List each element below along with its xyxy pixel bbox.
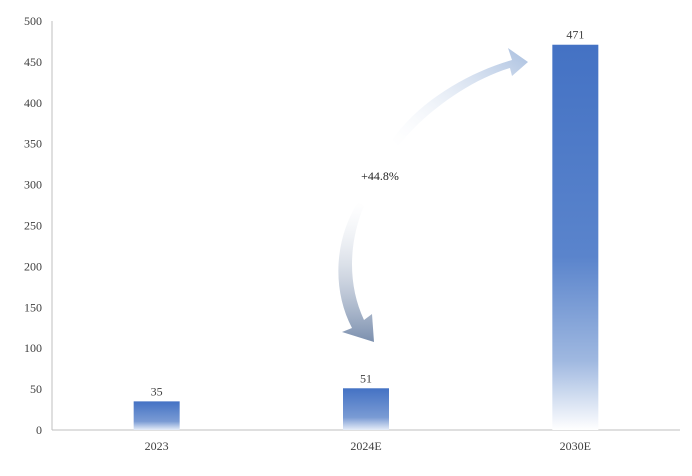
y-tick-label: 450	[24, 55, 42, 69]
y-tick-label: 350	[24, 137, 42, 151]
bar-2023	[133, 401, 180, 430]
data-labels: 35 51 471	[151, 28, 585, 399]
x-tick-label: 2023	[145, 439, 169, 453]
x-tick-label: 2030E	[560, 439, 591, 453]
curved-arrow-up-icon	[392, 48, 528, 146]
data-label: 35	[151, 384, 163, 398]
growth-annotation: +44.8%	[338, 48, 528, 342]
y-tick-label: 150	[24, 300, 42, 314]
x-tick-labels: 2023 2024E 2030E	[145, 439, 591, 453]
y-tick-label: 50	[30, 382, 42, 396]
bar-2024e	[343, 388, 389, 430]
y-tick-label: 500	[24, 14, 42, 28]
data-label: 51	[360, 371, 372, 385]
x-tick-label: 2024E	[350, 439, 381, 453]
y-tick-label: 100	[24, 341, 42, 355]
y-tick-label: 0	[36, 423, 42, 437]
data-label: 471	[566, 28, 584, 42]
growth-rate-label: +44.8%	[361, 169, 399, 183]
y-tick-labels: 0 50 100 150 200 250 300 350 400 450 500	[24, 14, 42, 437]
y-tick-label: 300	[24, 178, 42, 192]
curved-arrow-down-icon	[338, 202, 374, 342]
y-tick-label: 200	[24, 259, 42, 273]
bar-2030e	[552, 44, 599, 431]
y-tick-label: 250	[24, 219, 42, 233]
bars	[133, 44, 599, 431]
y-tick-label: 400	[24, 96, 42, 110]
